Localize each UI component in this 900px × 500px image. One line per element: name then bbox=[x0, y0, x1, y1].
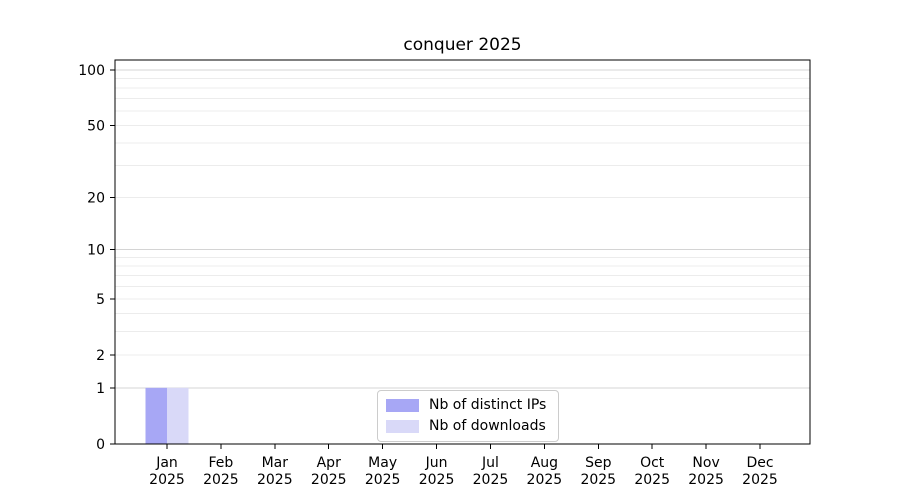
y-tick-label-1: 1 bbox=[96, 381, 105, 397]
legend-item-0: Nb of distinct IPs bbox=[386, 396, 546, 414]
x-tick-label-year-sep: 2025 bbox=[580, 472, 616, 488]
x-tick-label-year-jun: 2025 bbox=[419, 472, 455, 488]
x-tick-label-month-jan: Jan bbox=[155, 455, 178, 471]
x-tick-label-year-feb: 2025 bbox=[203, 472, 239, 488]
y-tick-label-100: 100 bbox=[78, 63, 105, 79]
y-tick-label-20: 20 bbox=[87, 190, 105, 206]
x-tick-label-month-feb: Feb bbox=[209, 455, 234, 471]
x-tick-label-year-mar: 2025 bbox=[257, 472, 293, 488]
plot-border bbox=[114, 59, 811, 445]
legend-swatch-icon bbox=[386, 398, 419, 412]
x-tick-label-month-oct: Oct bbox=[640, 455, 665, 471]
x-tick-label-year-nov: 2025 bbox=[688, 472, 724, 488]
bar-nb-of-downloads-jan bbox=[167, 387, 189, 444]
bar-nb-of-distinct-ips-jan bbox=[145, 387, 167, 444]
x-tick-label-month-dec: Dec bbox=[746, 455, 773, 471]
x-tick-label-month-nov: Nov bbox=[692, 455, 719, 471]
x-tick-label-month-jul: Jul bbox=[481, 455, 499, 471]
x-tick-label-month-mar: Mar bbox=[262, 455, 289, 471]
x-tick-label-year-oct: 2025 bbox=[634, 472, 670, 488]
y-tick-label-50: 50 bbox=[87, 118, 105, 134]
y-tick-label-10: 10 bbox=[87, 243, 105, 259]
legend-label: Nb of distinct IPs bbox=[429, 397, 547, 413]
x-tick-label-month-apr: Apr bbox=[317, 455, 341, 471]
x-tick-label-year-may: 2025 bbox=[365, 472, 401, 488]
legend-swatch-icon bbox=[386, 419, 419, 433]
legend: Nb of distinct IPs Nb of downloads bbox=[377, 390, 560, 442]
x-tick-label-month-sep: Sep bbox=[585, 455, 612, 471]
y-tick-label-5: 5 bbox=[96, 292, 105, 308]
x-tick-label-year-aug: 2025 bbox=[527, 472, 563, 488]
y-tick-label-2: 2 bbox=[96, 348, 105, 364]
y-tick-label-0: 0 bbox=[96, 437, 105, 453]
x-tick-label-year-jan: 2025 bbox=[149, 472, 185, 488]
x-tick-label-month-aug: Aug bbox=[531, 455, 558, 471]
x-tick-label-year-dec: 2025 bbox=[742, 472, 778, 488]
x-tick-label-year-apr: 2025 bbox=[311, 472, 347, 488]
x-tick-label-year-jul: 2025 bbox=[473, 472, 509, 488]
legend-item-1: Nb of downloads bbox=[386, 417, 546, 435]
x-tick-label-month-jun: Jun bbox=[425, 455, 448, 471]
chart-title: conquer 2025 bbox=[403, 35, 522, 55]
legend-label: Nb of downloads bbox=[429, 418, 546, 434]
x-tick-label-month-may: May bbox=[368, 455, 397, 471]
